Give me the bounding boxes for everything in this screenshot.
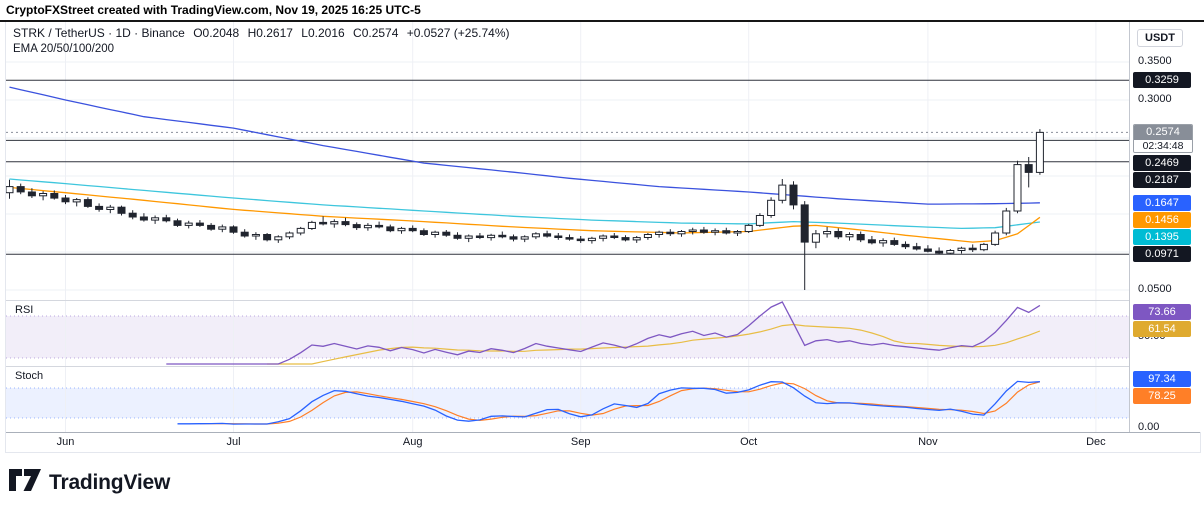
pane-divider-stoch[interactable] <box>6 366 1200 367</box>
stoch-indicator-label[interactable]: Stoch <box>15 370 44 382</box>
price-tick-label: 0.3000 <box>1138 93 1172 105</box>
stoch-axis-label: 0.00 <box>1138 421 1160 433</box>
price-line-badge: 0.1456 <box>1133 211 1191 228</box>
price-line-badge: 0.2187 <box>1133 172 1191 189</box>
month-label-jul: Jul <box>226 436 241 448</box>
ohlc-open: O0.2048 <box>193 26 240 40</box>
price-line-badge: 0.3259 <box>1133 72 1191 89</box>
price-axis[interactable]: USDT 0.35000.30000.050050.000.000.32590.… <box>1129 22 1201 433</box>
chart-frame: STRK / TetherUS · 1D · Binance O0.2048 H… <box>5 22 1201 453</box>
tradingview-branding: TradingView <box>8 468 170 497</box>
price-tick-label: 0.0500 <box>1138 283 1172 295</box>
month-label-aug: Aug <box>402 436 423 448</box>
last-price-value: 0.2574 <box>1134 125 1192 141</box>
price-line-badge: 0.0971 <box>1133 246 1191 263</box>
ohlc-high: H0.2617 <box>247 26 293 40</box>
pane-divider-rsi[interactable] <box>6 300 1200 301</box>
chart-legend[interactable]: STRK / TetherUS · 1D · Binance O0.2048 H… <box>13 26 515 40</box>
ohlc-close: C0.2574 <box>353 26 399 40</box>
rsi-value-badge: 73.66 <box>1133 304 1191 321</box>
month-label-sep: Sep <box>570 436 591 448</box>
rsi-pane[interactable] <box>6 300 1129 366</box>
price-line-badge: 0.1395 <box>1133 228 1191 245</box>
credit-bar: CryptoFXStreet created with TradingView.… <box>6 3 421 17</box>
main-chart-pane[interactable] <box>6 22 1129 300</box>
month-label-nov: Nov <box>918 436 938 448</box>
month-label-jun: Jun <box>56 436 75 448</box>
rsi-indicator-label[interactable]: RSI <box>15 304 34 316</box>
price-tick-label: 0.3500 <box>1138 55 1172 67</box>
stoch-d-badge: 78.25 <box>1133 388 1191 405</box>
month-label-dec: Dec <box>1086 436 1106 448</box>
last-price-badge: 0.2574 02:34:48 <box>1133 124 1193 154</box>
top-divider <box>0 20 1204 22</box>
stoch-k-badge: 97.34 <box>1133 371 1191 388</box>
bar-countdown: 02:34:48 <box>1134 140 1192 153</box>
price-line-badge: 0.2469 <box>1133 155 1191 172</box>
tradingview-logo-text[interactable]: TradingView <box>49 470 171 494</box>
price-line-badge: 0.1647 <box>1133 194 1191 211</box>
tradingview-logo-icon <box>8 468 42 497</box>
price-change: +0.0527 (+25.74%) <box>406 26 510 40</box>
time-axis[interactable]: Jun Jul Aug Sep Oct Nov Dec <box>6 433 1129 452</box>
stoch-pane[interactable] <box>6 366 1129 432</box>
rsi-ma-badge: 61.54 <box>1133 321 1191 338</box>
time-axis-divider <box>6 432 1200 433</box>
currency-label[interactable]: USDT <box>1137 29 1183 47</box>
month-label-oct: Oct <box>740 436 758 448</box>
ema-indicator-legend[interactable]: EMA 20/50/100/200 <box>13 43 115 55</box>
ohlc-low: L0.2016 <box>301 26 345 40</box>
symbol-title: STRK / TetherUS · 1D · Binance <box>13 26 185 40</box>
